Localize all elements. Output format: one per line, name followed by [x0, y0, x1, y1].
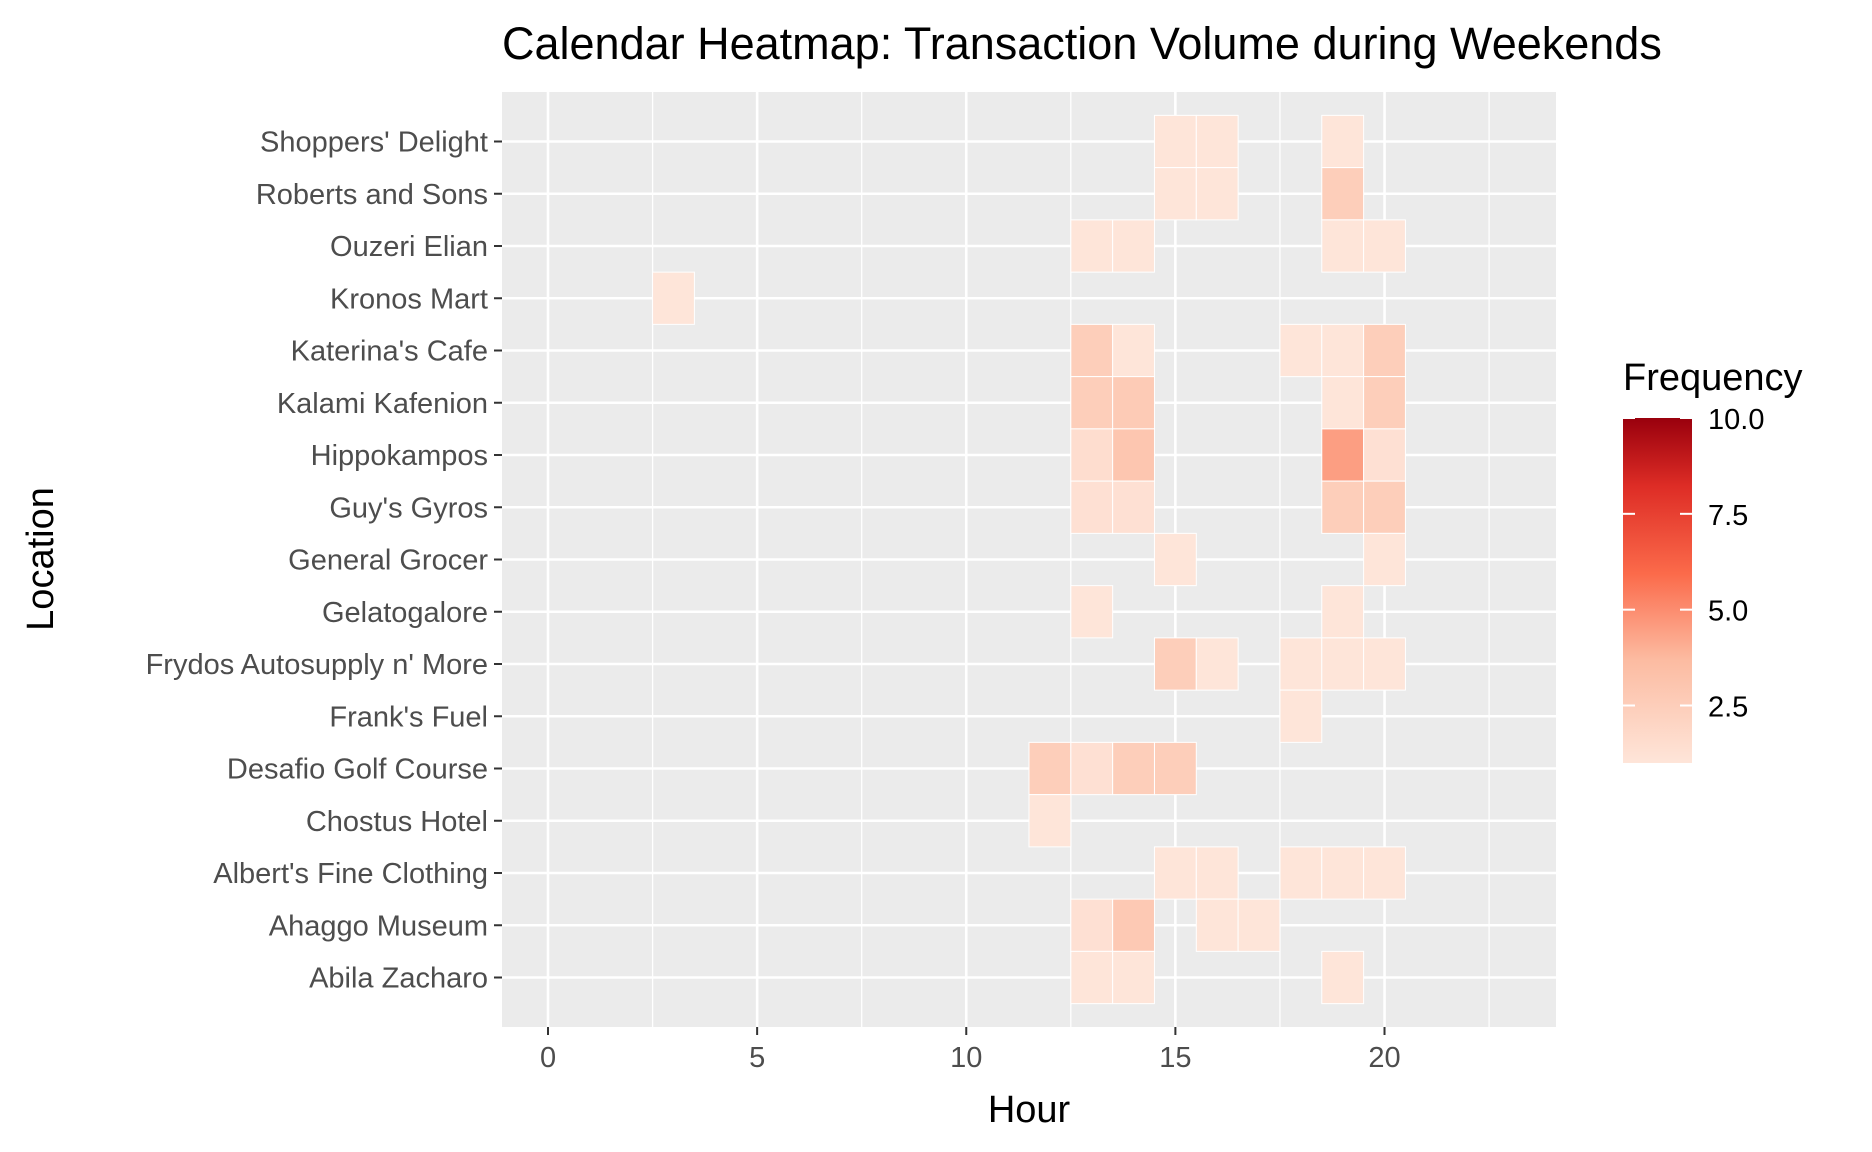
heatmap-cell — [1070, 428, 1114, 482]
heatmap-cell — [1321, 585, 1365, 639]
heatmap-cell — [1363, 323, 1406, 378]
heatmap-cell — [1112, 480, 1155, 534]
heatmap-cell — [1195, 167, 1239, 221]
heatmap-cell — [1321, 167, 1365, 221]
heatmap-cell — [1153, 167, 1197, 221]
legend-ticks: 10.0 7.5 5.0 2.5 — [1623, 404, 1764, 724]
heatmap-cell — [652, 271, 695, 325]
heatmap-cell — [1279, 846, 1323, 900]
heatmap-cell — [1112, 898, 1155, 952]
legend-tick-label: 2.5 — [1708, 692, 1748, 724]
x-tick-label: 10 — [950, 1042, 982, 1074]
heatmap-cell — [1195, 637, 1239, 691]
heatmap-cell — [1195, 846, 1239, 900]
y-axis: Shoppers' Delight Roberts and Sons Ouzeri … — [146, 127, 502, 995]
heatmap-cell — [1195, 898, 1239, 952]
y-tick-label: Chostus Hotel — [306, 806, 488, 838]
heatmap-cell — [1321, 637, 1365, 691]
heatmap-cell — [1153, 637, 1197, 691]
heatmap-cell — [1363, 480, 1406, 534]
heatmap-cell — [1279, 637, 1323, 691]
heatmap-cell — [1070, 898, 1114, 952]
y-tick-label: Frydos Autosupply n' More — [146, 649, 488, 681]
heatmap-cell — [1070, 480, 1114, 534]
x-tick-label: 20 — [1368, 1042, 1400, 1074]
legend-tick-label: 7.5 — [1708, 500, 1748, 532]
x-axis: 0 5 10 15 20 — [540, 1027, 1401, 1074]
heatmap-cells — [652, 114, 1406, 1005]
heatmap-cell — [1112, 219, 1155, 273]
y-tick-label: Guy's Gyros — [329, 492, 488, 524]
heatmap-cell — [1321, 323, 1365, 378]
y-tick-label: Ahaggo Museum — [269, 910, 488, 942]
y-axis-title: Location — [20, 487, 62, 631]
heatmap-cell — [1363, 428, 1406, 482]
y-tick-label: Ouzeri Elian — [330, 231, 488, 263]
legend-title: Frequency — [1623, 357, 1803, 399]
heatmap-cell — [1028, 741, 1072, 796]
heatmap-cell — [1153, 741, 1197, 796]
heatmap-cell — [1153, 846, 1197, 900]
y-tick-label: Hippokampos — [311, 440, 488, 472]
y-tick-label: Abila Zacharo — [309, 963, 488, 995]
heatmap-cell — [1112, 428, 1155, 482]
heatmap-cell — [1112, 323, 1155, 378]
heatmap-cell — [1070, 376, 1114, 430]
heatmap-cell — [1153, 532, 1197, 587]
heatmap-cell — [1070, 950, 1114, 1005]
heatmap-cell — [1112, 950, 1155, 1005]
y-tick-label: General Grocer — [288, 545, 488, 577]
y-tick-label: Kalami Kafenion — [277, 388, 488, 420]
heatmap-cell — [1321, 950, 1365, 1005]
heatmap-cell — [1363, 376, 1406, 430]
heatmap-cell — [1279, 323, 1323, 378]
heatmap-cell — [1070, 585, 1114, 639]
heatmap-cell — [1279, 689, 1323, 743]
heatmap-cell — [1363, 532, 1406, 587]
heatmap-cell — [1321, 219, 1365, 273]
y-tick-label: Roberts and Sons — [256, 179, 488, 211]
heatmap-cell — [1321, 480, 1365, 534]
legend-tick-label: 10.0 — [1708, 404, 1764, 436]
chart-title: Calendar Heatmap: Transaction Volume dur… — [502, 18, 1662, 69]
heatmap-cell — [1321, 428, 1365, 482]
y-tick-label: Albert's Fine Clothing — [213, 858, 488, 890]
y-tick-label: Gelatogalore — [322, 597, 488, 629]
x-axis-title: Hour — [988, 1089, 1071, 1131]
x-tick-label: 15 — [1159, 1042, 1191, 1074]
heatmap-cell — [1321, 114, 1365, 169]
legend: Frequency 10.0 7.5 5.0 2.5 — [1623, 357, 1803, 763]
legend-colorbar — [1623, 418, 1692, 763]
heatmap-cell — [1237, 898, 1281, 952]
y-tick-label: Desafio Golf Course — [227, 754, 488, 786]
y-tick-label: Shoppers' Delight — [260, 127, 488, 159]
heatmap-cell — [1363, 219, 1406, 273]
heatmap-cell — [1070, 741, 1114, 796]
heatmap-cell — [1321, 376, 1365, 430]
heatmap-cell — [1112, 376, 1155, 430]
x-tick-label: 0 — [540, 1042, 556, 1074]
legend-tick-label: 5.0 — [1708, 596, 1748, 628]
y-tick-label: Kronos Mart — [330, 283, 488, 315]
heatmap-cell — [1070, 323, 1114, 378]
x-tick-label: 5 — [749, 1042, 765, 1074]
heatmap-cell — [1070, 219, 1114, 273]
heatmap-cell — [1028, 794, 1072, 848]
heatmap-cell — [1112, 741, 1155, 796]
heatmap-cell — [1363, 637, 1406, 691]
y-tick-label: Katerina's Cafe — [291, 336, 488, 368]
y-tick-label: Frank's Fuel — [329, 701, 488, 733]
heatmap-cell — [1153, 114, 1197, 169]
heatmap-cell — [1195, 114, 1239, 169]
heatmap-cell — [1321, 846, 1365, 900]
heatmap-cell — [1363, 846, 1406, 900]
